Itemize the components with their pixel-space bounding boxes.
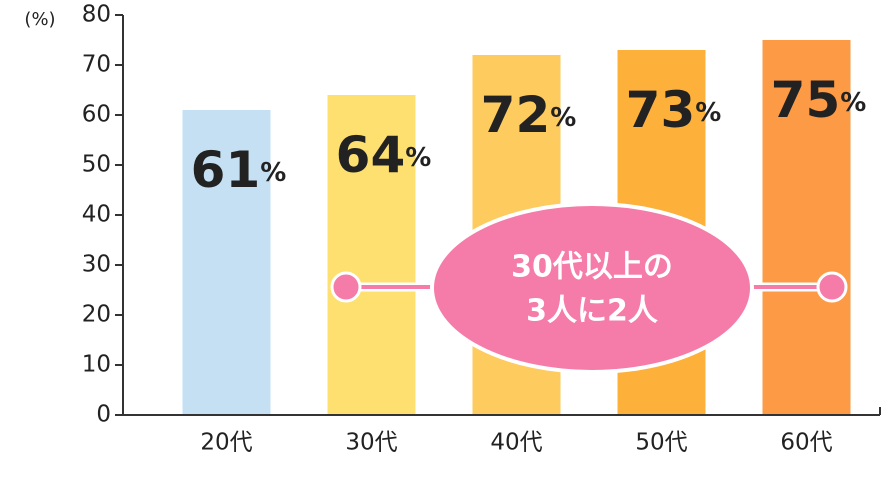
x-tick-label: 30代 — [345, 430, 397, 456]
bar — [182, 110, 271, 415]
y-tick-label: 70 — [82, 52, 111, 78]
y-tick-label: 20 — [82, 302, 111, 328]
x-tick-label: 60代 — [780, 430, 832, 456]
value-label: 72% — [481, 86, 577, 144]
bar — [327, 95, 416, 415]
annotation-bubble — [430, 202, 754, 374]
y-unit-label: (%) — [24, 9, 55, 30]
annotation-dot — [330, 271, 362, 303]
y-tick-label: 60 — [82, 102, 111, 128]
annotation-text: 30代以上の — [511, 250, 673, 285]
x-tick-label: 40代 — [490, 430, 542, 456]
y-tick-label: 80 — [82, 2, 111, 28]
y-tick-label: 50 — [82, 152, 111, 178]
value-label: 61% — [191, 141, 287, 199]
y-tick-label: 30 — [82, 252, 111, 278]
x-tick-label: 20代 — [200, 430, 252, 456]
value-label: 73% — [626, 81, 722, 139]
y-tick-label: 40 — [82, 202, 111, 228]
annotation-text: 3人に2人 — [526, 294, 658, 329]
annotation-dot — [816, 271, 848, 303]
y-tick-label: 10 — [82, 352, 111, 378]
x-tick-label: 50代 — [635, 430, 687, 456]
bar — [762, 40, 851, 415]
value-label: 64% — [336, 126, 432, 184]
y-tick-label: 0 — [96, 402, 111, 428]
value-label: 75% — [771, 71, 867, 129]
